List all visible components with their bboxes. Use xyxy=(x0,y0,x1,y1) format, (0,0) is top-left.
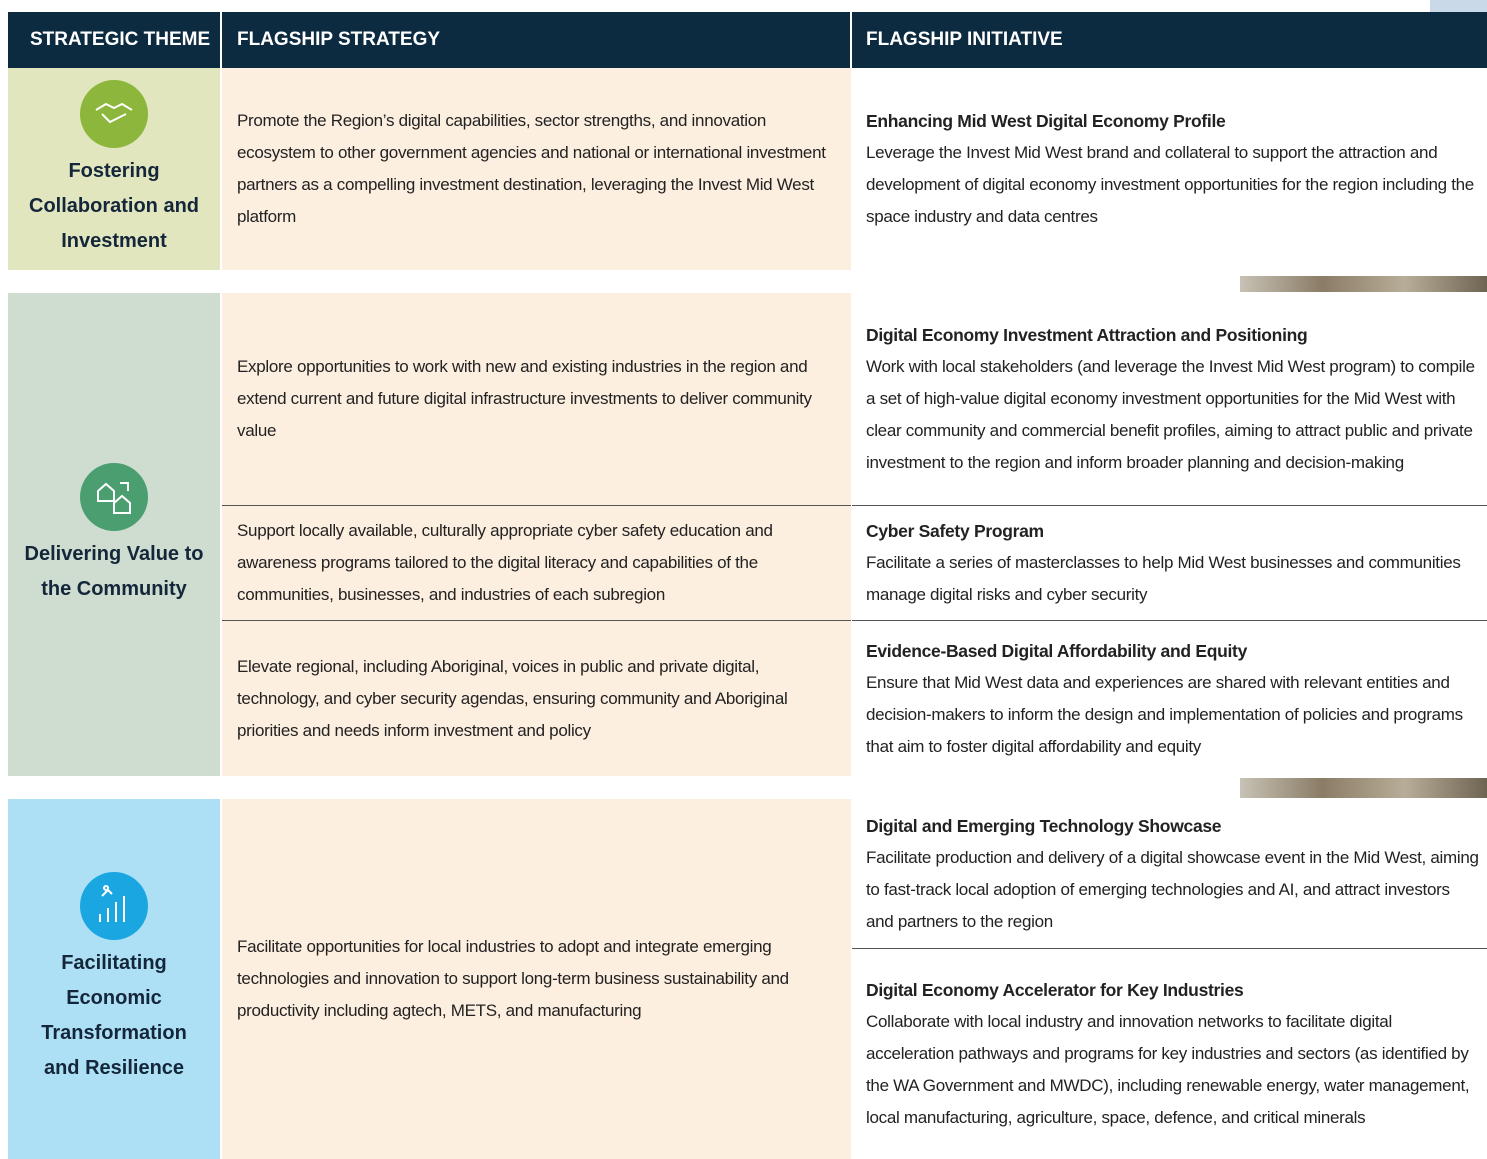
header-cell: STRATEGIC THEME xyxy=(30,12,211,68)
icon xyxy=(80,79,148,148)
strategy: Elevate regional, including Aboriginal, … xyxy=(222,620,851,776)
theme-title: Delivering Value to the Community xyxy=(24,542,204,600)
initiative-text: Leverage the Invest Mid West brand and c… xyxy=(866,143,1474,226)
initiative: Digital Economy Investment Attraction an… xyxy=(852,293,1487,505)
initiative-title: Digital and Emerging Technology Showcase xyxy=(866,815,1222,836)
initiative-text: Collaborate with local industry and inno… xyxy=(866,1012,1470,1127)
initiative-title: Cyber Safety Program xyxy=(866,521,1044,541)
icon xyxy=(80,872,148,940)
initiative: Cyber Safety Program Facilitate a series … xyxy=(852,505,1487,620)
photo xyxy=(1240,778,1487,798)
theme-cell: Facilitating Economic Transformation and… xyxy=(8,799,220,1159)
initiative: Enhancing Mid West Digital Economy Profi… xyxy=(852,68,1487,270)
initiative-title: Enhancing Mid West Digital Economy Profi… xyxy=(866,111,1226,131)
initiative: Evidence-Based Digital Affordability and… xyxy=(852,620,1487,776)
initiative-text: Ensure that Mid West data and experience… xyxy=(866,672,1463,756)
strategy: Promote the Region’s digital capabilitie… xyxy=(222,68,851,270)
header-cell: FLAGSHIP STRATEGY xyxy=(237,12,441,68)
initiative: Digital and Emerging Technology Showcase… xyxy=(852,799,1487,948)
initiative-title: Digital Economy Investment Attraction an… xyxy=(866,325,1308,345)
initiative-text: Facilitate a series of masterclasses to … xyxy=(866,553,1461,604)
theme-cell: Fostering Collaboration and Investment xyxy=(8,68,220,270)
icon xyxy=(80,462,148,531)
photo xyxy=(1240,276,1487,292)
header-cell: FLAGSHIP INITIATIVE xyxy=(866,12,1063,68)
initiative-title: Evidence-Based Digital Affordability and… xyxy=(866,640,1248,661)
theme-title: Facilitating Economic Transformation and… xyxy=(41,952,187,1079)
theme-cell: Delivering Value to the Community xyxy=(8,293,220,776)
initiative-text: Work with local stakeholders (and levera… xyxy=(866,357,1475,472)
divider xyxy=(850,12,852,68)
decor xyxy=(1430,0,1487,12)
initiative-title: Digital Economy Accelerator for Key Indu… xyxy=(866,980,1244,1000)
strategy: Support locally available, culturally ap… xyxy=(222,505,851,620)
initiative-text: Facilitate production and delivery of a … xyxy=(866,847,1479,931)
theme-title: Fostering Collaboration and Investment xyxy=(29,159,199,252)
strategy: Facilitate opportunities for local indus… xyxy=(222,799,851,1159)
strategy: Explore opportunities to work with new a… xyxy=(222,293,851,505)
divider xyxy=(220,12,222,68)
initiative: Digital Economy Accelerator for Key Indu… xyxy=(852,948,1487,1159)
header xyxy=(8,12,1487,68)
